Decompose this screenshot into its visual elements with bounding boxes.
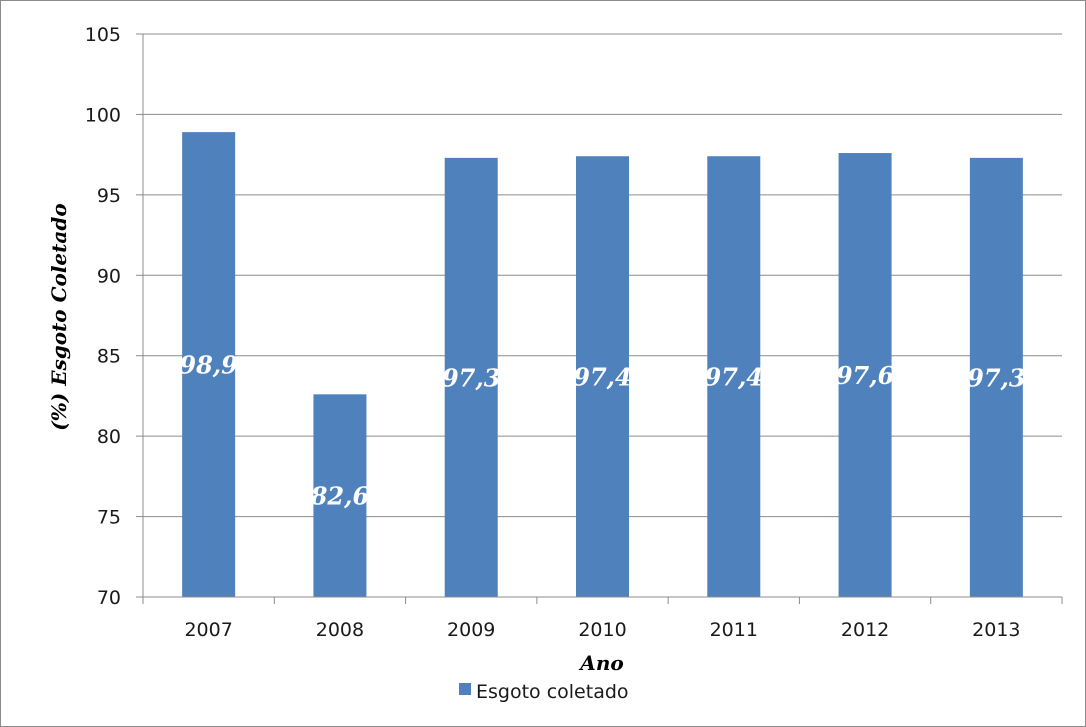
- y-tick-label: 85: [97, 346, 121, 368]
- x-tick-label: 2007: [184, 619, 232, 641]
- bar: [838, 153, 892, 597]
- data-label: 97,4: [573, 363, 631, 392]
- y-tick-label: 80: [97, 426, 121, 448]
- y-tick-label: 75: [97, 507, 121, 529]
- x-tick-label: 2012: [841, 619, 889, 641]
- y-tick-label: 105: [85, 24, 121, 46]
- legend-label: Esgoto coletado: [476, 681, 629, 703]
- bar: [313, 394, 367, 597]
- data-label: 97,3: [442, 363, 500, 392]
- y-tick-labels: 70 75 80 85 90 95 100 105: [85, 24, 121, 609]
- y-tick-label: 90: [97, 265, 121, 287]
- data-label: 98,9: [179, 351, 238, 380]
- legend: Esgoto coletado: [459, 681, 629, 703]
- data-label: 82,6: [310, 482, 370, 511]
- x-tick-label: 2010: [578, 619, 626, 641]
- x-tick-labels: 2007 2008 2009 2010 2011 2012 2013: [184, 619, 1020, 641]
- legend-swatch: [459, 683, 471, 695]
- bar: [707, 156, 761, 597]
- bar: [182, 132, 236, 597]
- y-tick-label: 100: [85, 104, 121, 126]
- axes: [136, 33, 1063, 604]
- data-label: 97,4: [705, 363, 763, 392]
- y-axis-title: (%) Esgoto Coletado: [47, 203, 71, 430]
- bar: [969, 157, 1023, 598]
- bar: [444, 157, 498, 598]
- bars: [182, 132, 1023, 598]
- y-tick-label: 70: [97, 587, 121, 609]
- data-label: 97,6: [836, 361, 895, 390]
- y-tick-label: 95: [97, 185, 121, 207]
- bar: [576, 156, 629, 597]
- data-labels: 98,9 82,6 97,3 97,4 97,4 97,6 97,3: [179, 351, 1025, 511]
- x-tick-label: 2013: [972, 619, 1020, 641]
- x-tick-label: 2008: [316, 619, 364, 641]
- x-axis-title: Ano: [578, 651, 623, 675]
- data-label: 97,3: [967, 363, 1025, 392]
- x-tick-label: 2009: [447, 619, 495, 641]
- x-tick-label: 2011: [710, 619, 758, 641]
